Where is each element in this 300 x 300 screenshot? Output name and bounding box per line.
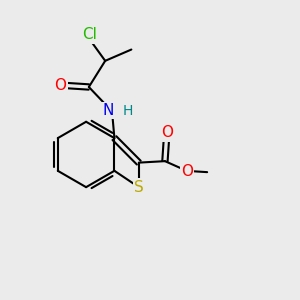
Text: Cl: Cl <box>82 28 97 43</box>
Text: H: H <box>122 104 133 118</box>
Text: O: O <box>54 78 66 93</box>
Text: O: O <box>161 125 173 140</box>
Text: O: O <box>181 164 193 179</box>
Text: S: S <box>134 180 144 195</box>
Text: N: N <box>103 103 114 118</box>
